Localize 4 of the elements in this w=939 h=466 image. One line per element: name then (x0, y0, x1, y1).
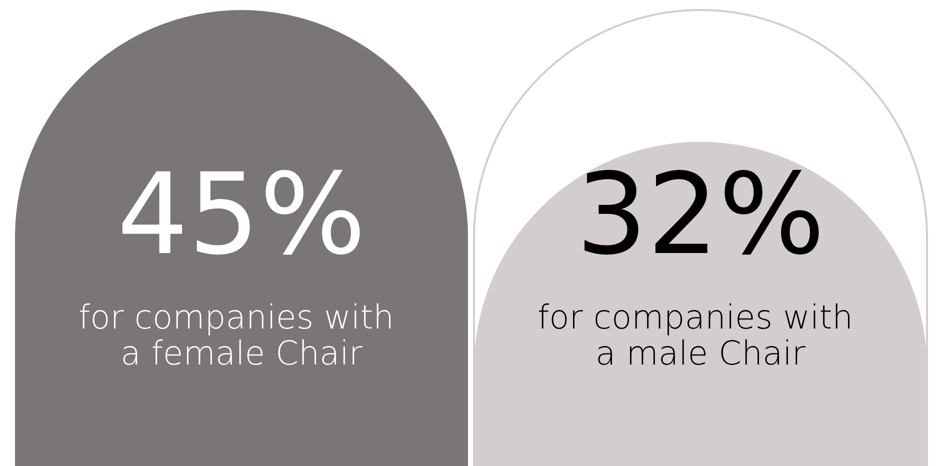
data-label: 32% (576, 150, 825, 280)
data-label: 45% (117, 150, 366, 280)
x-tick-label: for companies with a female Chair (78, 298, 405, 372)
x-tick-label: for companies with a male Chair (537, 298, 864, 372)
